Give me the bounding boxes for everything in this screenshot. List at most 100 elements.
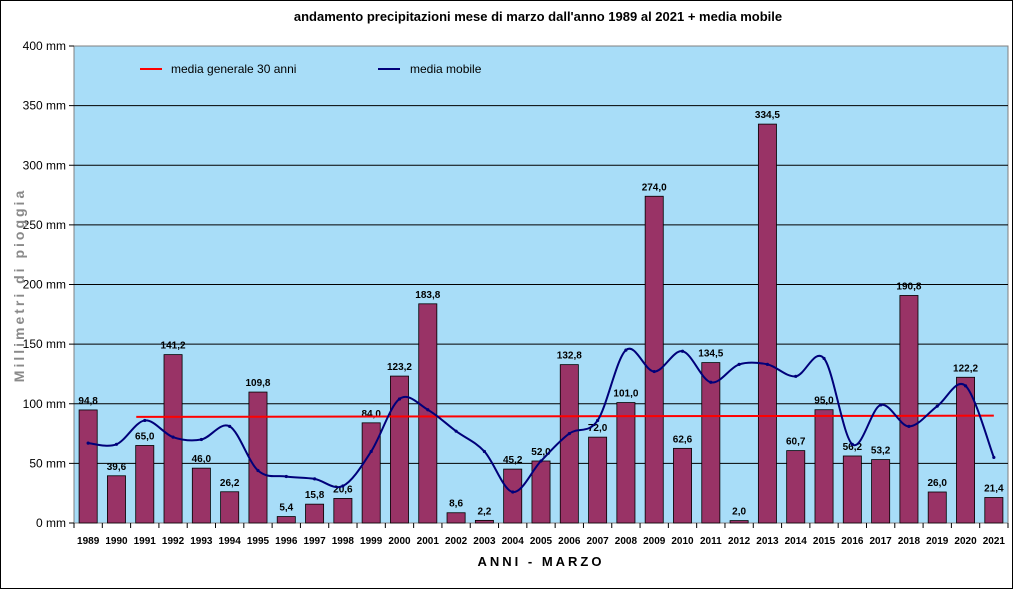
y-tick-label: 200 mm [23,278,66,292]
x-tick-label-2010: 2010 [671,536,694,547]
series-line-media-generale [136,414,994,418]
data-label-1989: 94,8 [78,396,98,407]
data-label-2004: 45,2 [503,455,523,466]
data-label-2015: 95,0 [814,396,834,407]
x-tick-label-2008: 2008 [615,536,638,547]
bar-2001 [418,303,438,524]
x-tick-label-1990: 1990 [105,536,128,547]
media-mobile-point-2014 [794,374,798,378]
media-mobile-point-1990 [114,442,119,446]
media-mobile-point-2010 [680,349,685,353]
data-label-1990: 39,6 [107,462,127,473]
media-mobile-point-2021 [992,455,996,460]
media-mobile-point-1998 [341,484,345,488]
bar-1996 [276,516,296,524]
data-label-2006: 132,8 [557,351,582,362]
x-tick-label-1996: 1996 [275,536,298,547]
media-mobile-point-2003 [482,449,486,454]
data-label-2007: 72,0 [588,423,608,434]
x-tick-label-2007: 2007 [586,536,609,547]
data-label-2009: 274,0 [642,182,667,193]
data-label-1993: 46,0 [192,454,212,465]
media-mobile-point-2001 [426,408,430,412]
x-tick-label-2017: 2017 [870,536,893,547]
data-label-2010: 62,6 [673,434,693,445]
data-label-2016: 56,2 [843,442,863,453]
bar-1990 [106,475,126,524]
media-mobile-point-2002 [454,429,458,433]
bar-2000 [390,375,409,524]
data-label-2008: 101,0 [613,389,638,400]
bar-1989 [78,409,98,524]
bar-1999 [361,422,381,524]
data-label-1995: 109,8 [245,378,270,389]
bar-2012 [729,520,749,524]
bar-2021 [984,497,1004,524]
data-label-2003: 2,2 [477,506,491,517]
y-tick-label: 50 mm [29,456,66,470]
media-mobile-point-2020 [963,384,968,388]
media-mobile-point-2017 [879,403,883,407]
x-tick-label-2020: 2020 [954,536,977,547]
y-tick-label: 250 mm [23,218,66,232]
bar-2007 [588,436,608,524]
media-mobile-point-1994 [228,424,232,429]
x-tick-label-1994: 1994 [219,536,242,547]
data-label-2014: 60,7 [786,437,806,448]
x-tick-label-2000: 2000 [388,536,411,547]
y-axis-title: Millimetri di pioggia [11,188,27,382]
line-series [86,347,996,494]
bar-1993 [191,467,211,524]
x-tick-label-1991: 1991 [134,536,157,547]
data-label-1999: 84,0 [361,409,381,420]
x-tick-label-1999: 1999 [360,536,383,547]
data-label-2017: 53,2 [871,446,891,457]
series-line-media-mobile [88,347,995,493]
x-tick-label-2013: 2013 [756,536,779,547]
legend: media generale 30 anni media mobile [140,62,482,76]
data-labels: 94,8 39,6 65,0 141,2 46,0 26,2 109,8 5,4 15,8 20,… [78,110,1004,518]
bar-2020 [956,376,976,524]
media-mobile-point-2019 [935,404,939,408]
bar-2019 [927,491,947,524]
bar-2003 [474,519,494,524]
media-mobile-point-1999 [369,449,373,454]
data-label-2013: 334,5 [755,110,780,121]
media-mobile-point-1996 [284,474,288,479]
y-axis-ticks: 0 mm 50 mm 100 mm 150 mm 200 mm 250 mm 300 mm 3… [23,39,74,530]
x-tick-label-2015: 2015 [813,536,836,547]
data-label-1997: 15,8 [305,490,325,501]
bar-series [78,123,1004,524]
bar-1991 [135,445,155,524]
x-tick-label-1995: 1995 [247,536,270,547]
bar-2011 [701,362,721,524]
bar-2016 [842,455,862,524]
data-label-1991: 65,0 [135,431,155,442]
data-label-1994: 26,2 [220,478,240,489]
x-tick-label-2005: 2005 [530,536,553,547]
x-tick-label-2004: 2004 [502,536,525,547]
media-mobile-point-2004 [511,490,515,494]
x-tick-label-2003: 2003 [473,536,496,547]
x-tick-label-1992: 1992 [162,536,185,547]
media-mobile-point-1992 [171,435,175,439]
media-mobile-point-2005 [539,459,543,463]
bar-1994 [220,491,240,524]
data-label-2021: 21,4 [984,483,1004,494]
y-tick-label: 0 mm [36,516,66,530]
chart-title: andamento precipitazioni mese di marzo d… [294,9,782,24]
x-axis-title: ANNI - MARZO [478,554,605,569]
data-label-2002: 8,6 [449,499,463,510]
bar-2010 [673,447,692,524]
x-tick-label-1993: 1993 [190,536,213,547]
media-mobile-point-2013 [765,362,770,366]
data-label-2001: 183,8 [415,290,440,301]
media-mobile-point-2000 [397,397,402,401]
x-tick-label-1989: 1989 [77,536,100,547]
media-mobile-point-2009 [652,369,656,374]
bar-2014 [786,450,806,524]
bar-2008 [616,402,636,524]
media-mobile-point-1995 [256,468,260,473]
x-tick-label-1998: 1998 [332,536,355,547]
